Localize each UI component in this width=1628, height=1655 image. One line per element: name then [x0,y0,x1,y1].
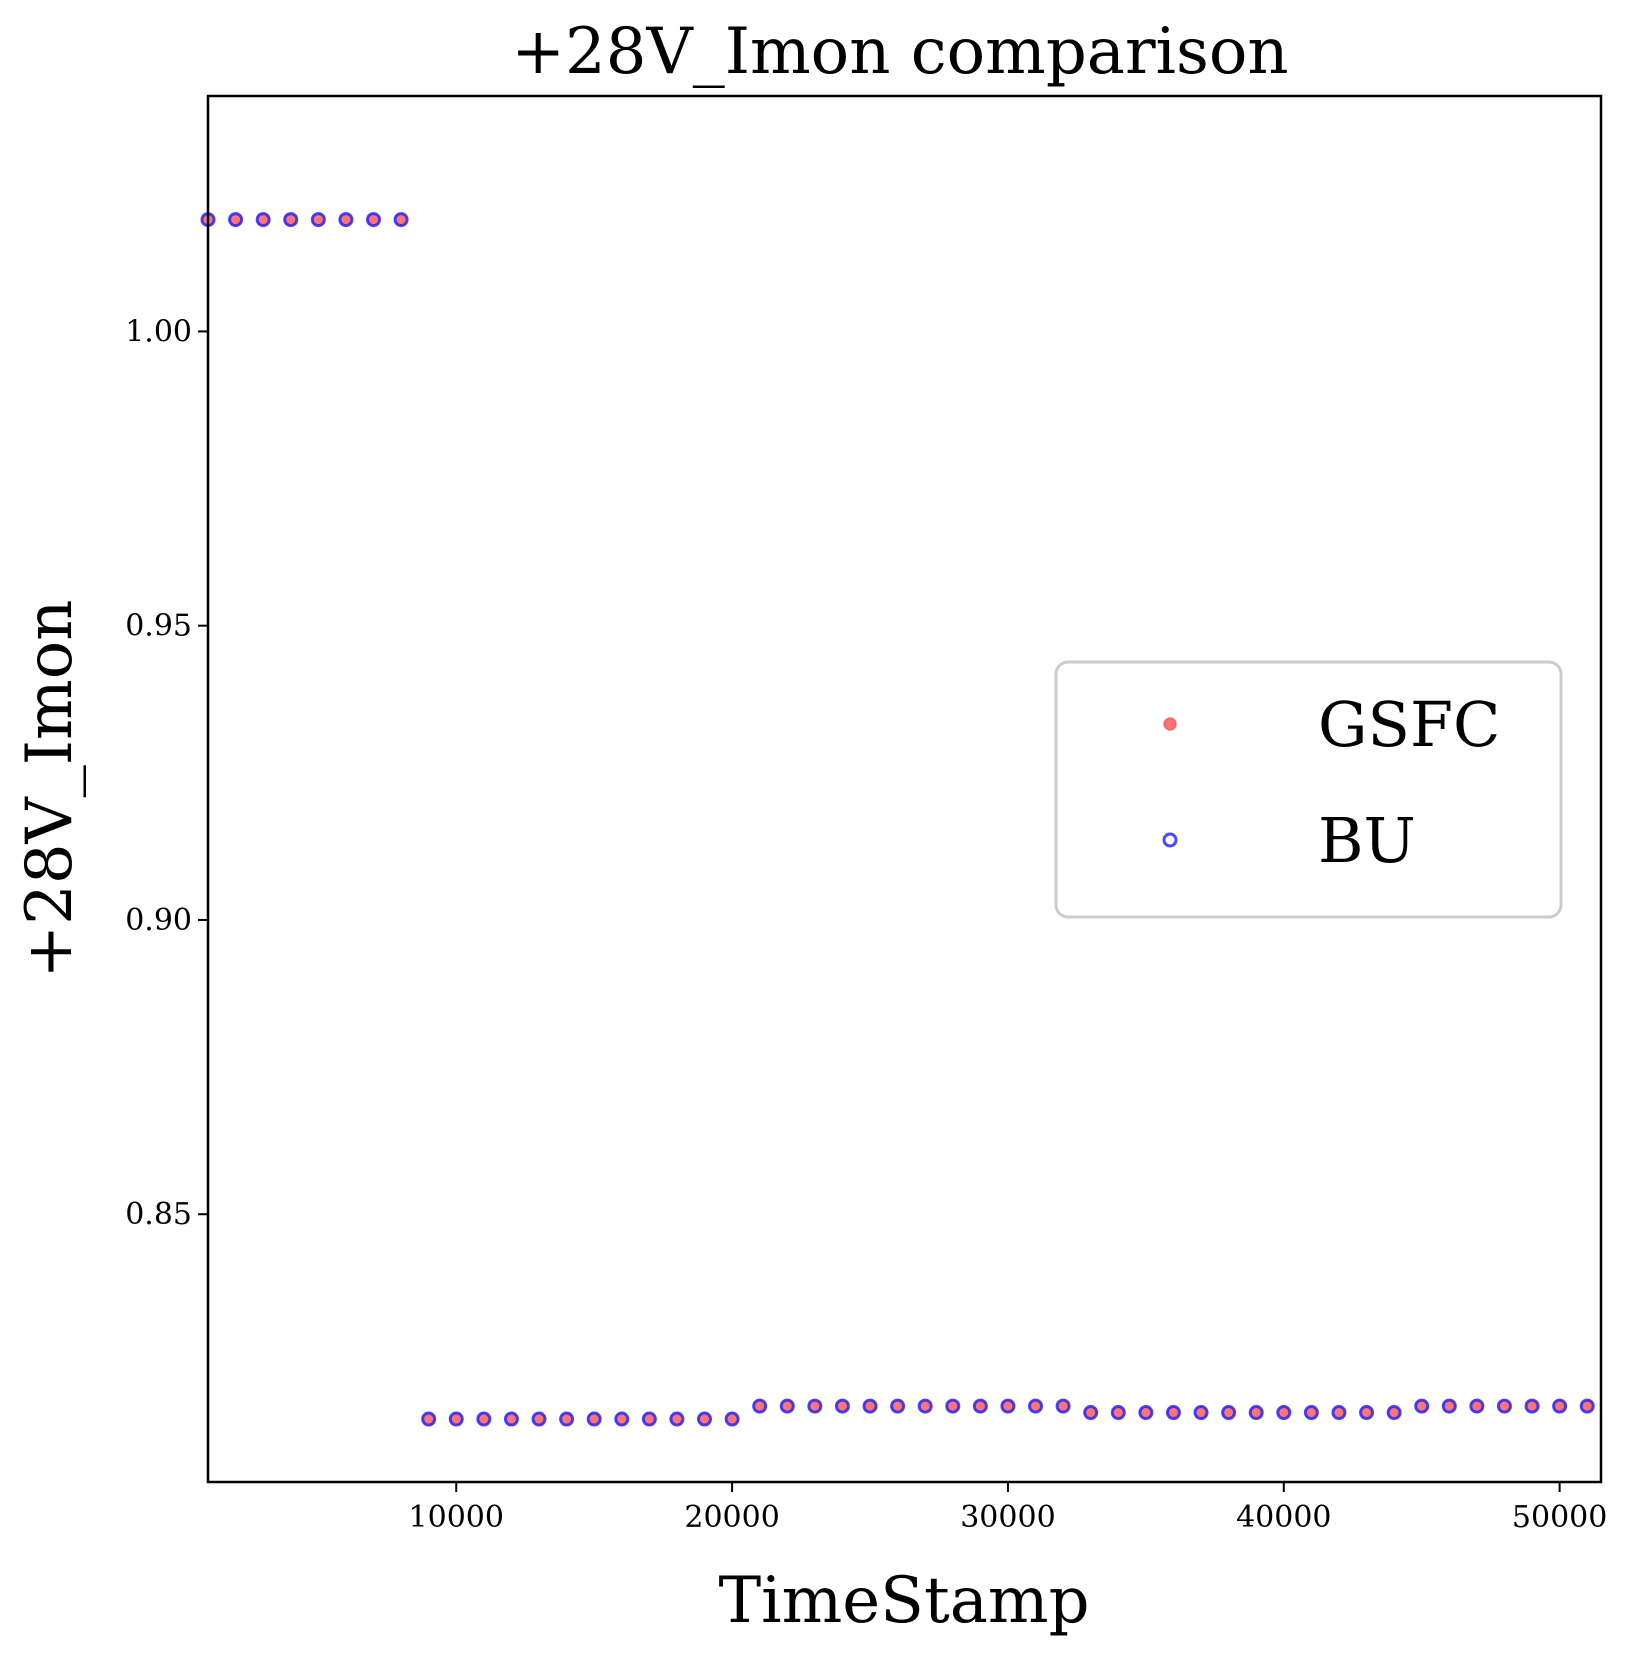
data-points [200,212,1595,1427]
bu-point [393,212,409,228]
bu-point [1386,1405,1402,1421]
x-tick-label: 50000 [1512,1500,1607,1535]
bu-point [255,212,271,228]
bu-point [338,212,354,228]
bu-point [503,1411,519,1427]
bu-point [724,1411,740,1427]
legend-marker-bu [1162,832,1178,848]
legend-marker-gsfc [1163,717,1177,731]
bu-point [752,1398,768,1414]
bu-point [1165,1405,1181,1421]
bu-point [1303,1405,1319,1421]
bu-point [1441,1398,1457,1414]
bu-point [1193,1405,1209,1421]
bu-point [421,1411,437,1427]
bu-point [890,1398,906,1414]
x-axis-label: TimeStamp [718,1564,1089,1638]
bu-point [1083,1405,1099,1421]
bu-point [1552,1398,1568,1414]
y-tick-label: 1.00 [125,314,192,349]
bu-point [559,1411,575,1427]
bu-point [1469,1398,1485,1414]
legend-label: GSFC [1318,688,1500,761]
bu-point [972,1398,988,1414]
legend-label: BU [1318,804,1416,877]
bu-point [1331,1405,1347,1421]
bu-point [697,1411,713,1427]
bu-point [1579,1398,1595,1414]
bu-point [779,1398,795,1414]
bu-point [476,1411,492,1427]
bu-point [228,212,244,228]
bu-point [366,212,382,228]
x-tick-label: 20000 [684,1500,779,1535]
legend: GSFC BU [1054,660,1563,919]
x-tick-label: 40000 [1236,1500,1331,1535]
bu-point [1276,1405,1292,1421]
bu-point [641,1411,657,1427]
x-tick-label: 10000 [409,1500,504,1535]
bu-point [807,1398,823,1414]
bu-point [614,1411,630,1427]
bu-point [1138,1405,1154,1421]
bu-point [1524,1398,1540,1414]
bu-point [669,1411,685,1427]
bu-point [586,1411,602,1427]
legend-frame [1054,660,1563,919]
bu-point [1496,1398,1512,1414]
bu-point [448,1411,464,1427]
x-axis-ticks: 10000 20000 30000 40000 50000 [409,1482,1607,1535]
bu-point [1028,1398,1044,1414]
y-tick-label: 0.85 [125,1197,192,1232]
bu-point [531,1411,547,1427]
plot-frame [206,94,1603,1484]
bu-point [1055,1398,1071,1414]
bu-point [1248,1405,1264,1421]
y-axis-label: +28V_Imon [13,600,87,979]
bu-point [917,1398,933,1414]
bu-point [310,212,326,228]
x-tick-label: 30000 [960,1500,1055,1535]
bu-point [1414,1398,1430,1414]
bu-point [862,1398,878,1414]
bu-point [283,212,299,228]
bu-point [945,1398,961,1414]
y-axis-ticks: 0.85 0.90 0.95 1.00 [125,314,208,1232]
bu-point [1000,1398,1016,1414]
bu-point [1221,1405,1237,1421]
y-tick-label: 0.90 [125,903,192,938]
bu-point [1110,1405,1126,1421]
chart-title: +28V_Imon comparison [511,15,1288,89]
y-tick-label: 0.95 [125,609,192,644]
bu-point [1359,1405,1375,1421]
bu-point [834,1398,850,1414]
